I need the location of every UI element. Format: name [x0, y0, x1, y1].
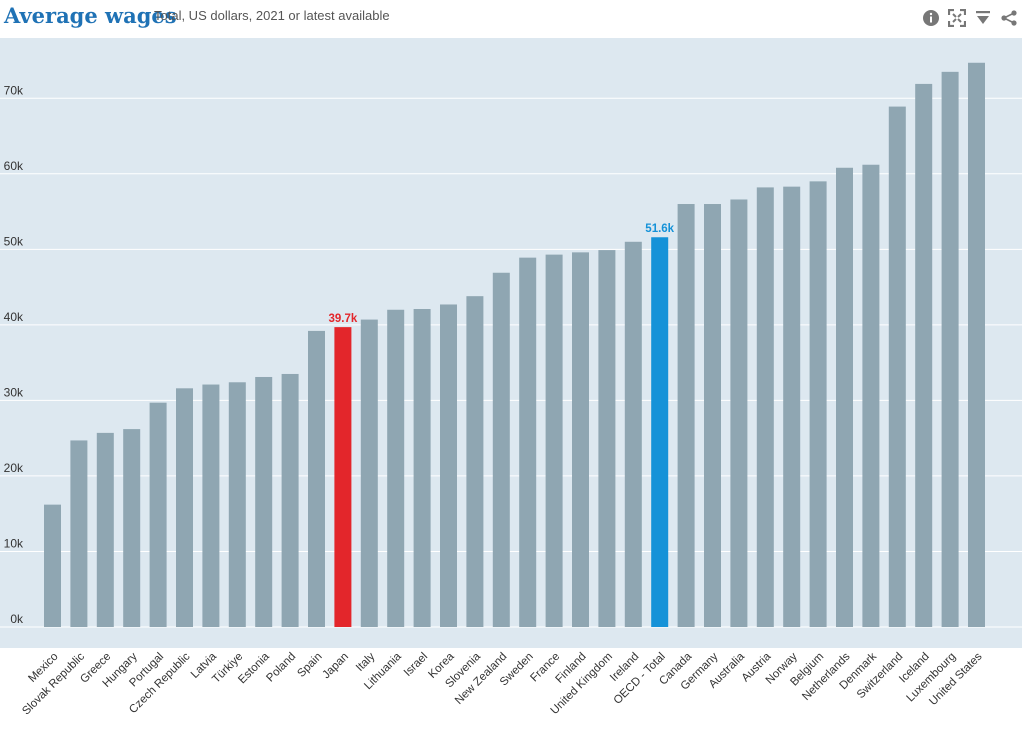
- bar-finland[interactable]: [572, 252, 589, 627]
- bar-iceland[interactable]: [915, 83, 933, 627]
- fullscreen-icon[interactable]: [948, 9, 966, 27]
- bar-mexico[interactable]: [44, 504, 61, 627]
- chart-toolbar: [922, 8, 1018, 28]
- bar-portugal[interactable]: [149, 402, 167, 627]
- download-icon[interactable]: [974, 9, 992, 27]
- bar-ireland[interactable]: [624, 241, 642, 627]
- bar-estonia[interactable]: [255, 376, 273, 627]
- y-tick-label: 0k: [10, 612, 24, 626]
- bar-oecd-total[interactable]: [651, 237, 669, 628]
- bar-latvia[interactable]: [202, 384, 220, 627]
- bar-israel[interactable]: [413, 309, 431, 627]
- chart-header: Average wages Total, US dollars, 2021 or…: [0, 0, 1024, 36]
- bar-norway[interactable]: [783, 186, 801, 627]
- y-tick-label: 60k: [4, 159, 24, 173]
- bar-korea[interactable]: [440, 304, 457, 627]
- bar-t-rkiye[interactable]: [228, 382, 246, 627]
- share-icon[interactable]: [1000, 9, 1018, 27]
- y-tick-label: 20k: [4, 461, 24, 475]
- bar-denmark[interactable]: [862, 164, 880, 627]
- bar-greece[interactable]: [96, 432, 114, 627]
- bar-lithuania[interactable]: [387, 309, 405, 627]
- bar-netherlands[interactable]: [836, 167, 853, 628]
- y-tick-label: 40k: [4, 310, 24, 324]
- chart-title: Average wages: [4, 3, 177, 28]
- x-tick-label: Japan: [320, 651, 351, 682]
- bar-austria[interactable]: [756, 187, 774, 627]
- bar-switzerland[interactable]: [888, 106, 906, 628]
- info-icon[interactable]: [922, 9, 940, 27]
- y-tick-label: 10k: [4, 536, 24, 550]
- bars: [44, 62, 985, 628]
- x-tick-label: Israel: [402, 651, 430, 679]
- x-tick-label: Poland: [264, 651, 298, 685]
- bar-united-kingdom[interactable]: [598, 250, 616, 627]
- bar-australia[interactable]: [730, 199, 748, 628]
- y-axis-tick-labels: 0k 10k 20k 30k 40k 50k 60k 70k: [4, 83, 24, 626]
- bar-belgium[interactable]: [809, 181, 827, 627]
- data-label: 51.6k: [645, 223, 674, 235]
- bar-japan[interactable]: [334, 327, 352, 627]
- bar-italy[interactable]: [360, 319, 378, 627]
- chart-subtitle: Total, US dollars, 2021 or latest availa…: [154, 8, 390, 23]
- bar-luxembourg[interactable]: [941, 71, 959, 627]
- bar-germany[interactable]: [704, 204, 721, 627]
- bar-canada[interactable]: [677, 204, 695, 627]
- bar-slovak-republic[interactable]: [70, 440, 88, 627]
- bar-poland[interactable]: [281, 373, 299, 627]
- bar-hungary[interactable]: [123, 429, 141, 627]
- bar-czech-republic[interactable]: [176, 388, 193, 627]
- y-tick-label: 50k: [4, 234, 24, 248]
- bar-slovenia[interactable]: [466, 296, 484, 627]
- data-label: 39.7k: [329, 313, 358, 325]
- y-tick-label: 30k: [4, 385, 24, 399]
- bar-new-zealand[interactable]: [492, 272, 510, 627]
- bar-spain[interactable]: [308, 330, 325, 627]
- x-tick-label: Italy: [354, 650, 378, 674]
- y-tick-label: 70k: [4, 83, 24, 97]
- x-tick-label: Spain: [295, 651, 324, 680]
- data-labels: 39.7k 51.6k: [329, 223, 675, 325]
- bar-france[interactable]: [545, 254, 563, 627]
- bar-sweden[interactable]: [519, 257, 537, 627]
- bar-united-states[interactable]: [968, 62, 985, 628]
